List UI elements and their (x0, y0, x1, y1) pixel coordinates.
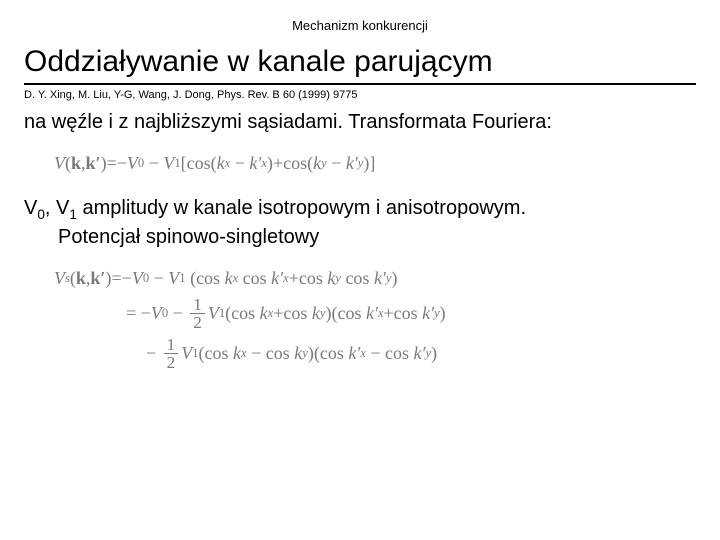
eq2-plus3: + (383, 300, 393, 327)
citation-line: D. Y. Xing, M. Liu, Y-G, Wang, J. Dong, … (24, 89, 696, 101)
section-header: Mechanizm konkurencji (24, 18, 696, 33)
eq1-V0V: V (127, 150, 138, 177)
eq1-V1V: V (163, 150, 174, 177)
eq2-plus1: + (289, 265, 299, 292)
eq2-kpx3: k′ (348, 340, 360, 367)
eq2-V1c: V (181, 340, 192, 367)
eq2-m2: − (141, 300, 151, 327)
eq2-ky2: k (312, 300, 320, 327)
eq2-kx3: k (233, 340, 241, 367)
eq2-frac1: 1 2 (190, 296, 205, 331)
eq2-pc5: ) (431, 340, 437, 367)
eq2-cos5: cos (231, 300, 255, 327)
eq2-m4: − (247, 340, 266, 367)
p2-s0: 0 (37, 207, 45, 222)
eq1-cos1: cos (187, 150, 211, 177)
eq2-row2: = − V0 − 1 2 V1 ( cos kx + cos ky ) ( co… (126, 296, 696, 331)
eq2-pc3: ) (440, 300, 446, 327)
eq2-eq: = (112, 265, 122, 292)
eq2-kx2: k (260, 300, 268, 327)
eq1-kpy: k′ (346, 150, 358, 177)
eq2-cos1: cos (196, 265, 220, 292)
eq2-V1b: V (208, 300, 219, 327)
eq2-V0b: V (151, 300, 162, 327)
eq2-f1n: 1 (190, 296, 205, 314)
eq1-minus1: − (117, 150, 127, 177)
eq2-cos3: cos (299, 265, 323, 292)
equation-2: Vs ( k , k′ ) = − V0 − V1 ( cos kx cos k… (54, 265, 696, 370)
p2-t1: amplitudy w kanale isotropowym i anisotr… (77, 197, 526, 219)
eq2-cos10: cos (266, 340, 290, 367)
p2-c1: , V (45, 197, 69, 219)
eq2-cos2: cos (243, 265, 267, 292)
eq2-sp5: − (168, 300, 187, 327)
eq2-m3: − (146, 340, 161, 367)
eq2-V0: V (132, 265, 143, 292)
eq1-minus2: − (149, 150, 159, 177)
eq2-plus2: + (273, 300, 283, 327)
eq1-cos2: cos (283, 150, 307, 177)
eq2-kpy1: k′ (374, 265, 386, 292)
eq2-k: k (76, 265, 86, 292)
eq1-kx: k (217, 150, 225, 177)
p2-s1: 1 (69, 207, 77, 222)
eq2-m1: − (122, 265, 132, 292)
eq2-cos8: cos (394, 300, 418, 327)
eq2-f2n: 1 (164, 336, 179, 354)
eq1-kp: k′ (86, 150, 101, 177)
eq1-m3: − (230, 150, 249, 177)
eq2-cos12: cos (385, 340, 409, 367)
eq1-rb: ] (369, 150, 375, 177)
page-title: Oddziaływanie w kanale parującym (24, 45, 696, 85)
eq1-m4: − (327, 150, 346, 177)
eq2-kp: k′ (90, 265, 105, 292)
eq2-m5: − (366, 340, 385, 367)
eq2-f1d: 2 (190, 314, 205, 331)
eq1-eq: = (107, 150, 117, 177)
eq2-eq2: = (126, 300, 141, 327)
p2-line2: Potencjał spinowo-singletowy (24, 224, 696, 251)
eq2-Vs: V (54, 265, 65, 292)
eq2-cos9: cos (205, 340, 229, 367)
eq2-kpx1: k′ (271, 265, 283, 292)
equation-1: V ( k , k′ ) = − V0 − V1 [ cos ( kx − k′… (54, 150, 696, 177)
eq2-row1: Vs ( k , k′ ) = − V0 − V1 ( cos kx cos k… (54, 265, 696, 292)
eq1-ky: k (313, 150, 321, 177)
eq1-kpx: k′ (249, 150, 261, 177)
p2-V0: V (24, 197, 37, 219)
eq1-V: V (54, 150, 65, 177)
eq2-kpy2: k′ (422, 300, 434, 327)
eq1-k: k (71, 150, 81, 177)
eq2-pc1: ) (391, 265, 397, 292)
eq2-sp1: − (149, 265, 168, 292)
eq2-V1a: V (168, 265, 179, 292)
eq2-cos6: cos (283, 300, 307, 327)
eq2-kpx2: k′ (366, 300, 378, 327)
eq2-kx1: k (225, 265, 233, 292)
eq2-cos4: cos (345, 265, 369, 292)
eq1-plus: + (273, 150, 283, 177)
eq2-cos7: cos (337, 300, 361, 327)
eq1-row: V ( k , k′ ) = − V0 − V1 [ cos ( kx − k′… (54, 150, 696, 177)
eq2-kpy3: k′ (414, 340, 426, 367)
eq2-cos11: cos (320, 340, 344, 367)
eq2-frac2: 1 2 (164, 336, 179, 371)
paragraph-2: V0, V1 amplitudy w kanale isotropowym i … (24, 195, 696, 251)
eq2-row3: − 1 2 V1 ( cos kx − cos ky ) ( cos k′x −… (146, 336, 696, 371)
eq2-f2d: 2 (164, 354, 179, 371)
paragraph-1: na węźle i z najbliższymi sąsiadami. Tra… (24, 109, 696, 136)
